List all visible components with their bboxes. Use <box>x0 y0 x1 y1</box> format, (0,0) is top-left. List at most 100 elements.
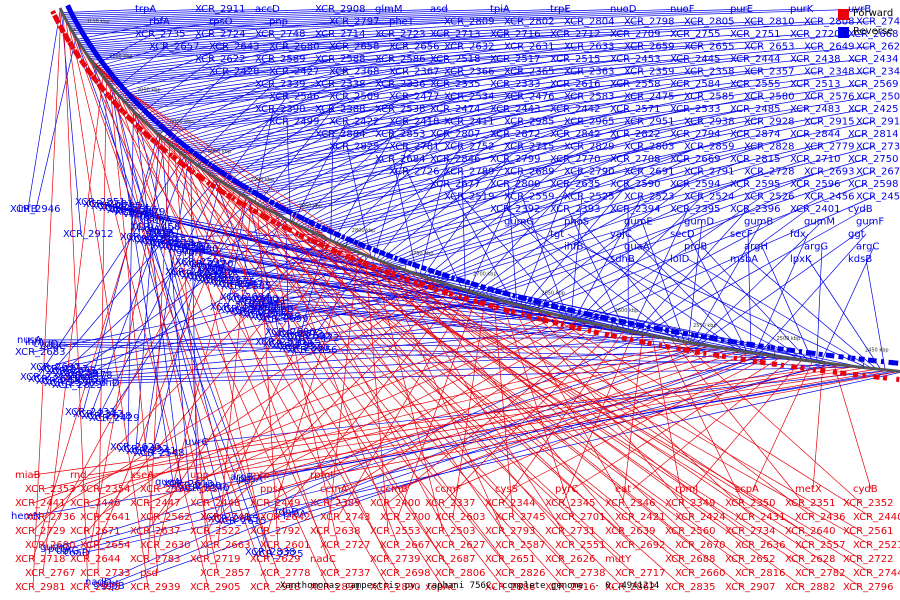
reverse-gene-label: asd <box>430 4 448 15</box>
reverse-gene-label: XCR_2341 <box>126 446 177 457</box>
forward-leader <box>116 92 279 574</box>
forward-gene-label: mtp <box>250 470 270 481</box>
forward-gene <box>896 376 900 382</box>
forward-leader <box>692 359 803 490</box>
forward-gene <box>118 106 126 114</box>
reverse-gene-label: XCR_2618 <box>81 411 132 422</box>
reverse-gene <box>504 290 511 298</box>
reverse-leader <box>437 158 809 282</box>
forward-gene <box>676 345 682 352</box>
forward-leader <box>397 293 478 518</box>
reverse-leader <box>641 246 805 361</box>
reverse-gene-label: XCR_2571 <box>610 104 661 115</box>
forward-leader <box>833 363 872 490</box>
reverse-gene-label: XCR_2472 <box>289 333 340 344</box>
reverse-leader <box>373 146 408 259</box>
reverse-leader <box>507 208 622 330</box>
tick-mark <box>690 337 692 343</box>
forward-gene-label: XCR_2561 <box>843 526 894 537</box>
reverse-leader <box>354 133 867 252</box>
reverse-gene-label: XCR_2333 <box>490 79 541 90</box>
reverse-gene-label: XCR_2951 <box>624 117 675 128</box>
reverse-gene-label: XCR_2340 <box>179 483 230 494</box>
forward-gene <box>336 249 343 256</box>
forward-gene <box>134 122 140 129</box>
forward-leader <box>364 254 389 532</box>
reverse-gene-label: XCR_2388 <box>315 104 366 115</box>
reverse-gene-label: XCR_2726 <box>389 167 440 178</box>
forward-leader <box>96 67 804 588</box>
reverse-gene <box>68 9 74 15</box>
forward-gene <box>170 154 178 162</box>
reverse-gene-label: efp <box>162 230 178 241</box>
reverse-gene <box>96 56 103 62</box>
forward-gene-label: XCR_2888 <box>485 582 536 593</box>
reverse-leader <box>143 158 190 452</box>
reverse-leader <box>393 146 823 267</box>
forward-gene <box>560 321 565 328</box>
forward-leader <box>123 101 399 574</box>
reverse-gene-label: XCR_2780 <box>242 310 293 321</box>
reverse-gene-label: XCR_2423 <box>165 267 216 278</box>
reverse-gene-label: XCR_2599 <box>175 257 226 268</box>
forward-gene <box>104 91 111 98</box>
forward-gene <box>664 343 671 350</box>
forward-gene-label: XCR_2352 <box>843 498 894 509</box>
reverse-gene-label: virB11 <box>123 209 155 220</box>
forward-gene-label: XCR_2717 <box>615 568 666 579</box>
reverse-leader <box>300 121 523 227</box>
reverse-leader <box>90 157 188 415</box>
forward-gene <box>194 172 203 180</box>
reverse-gene-label: XCR_2874 <box>730 129 781 140</box>
reverse-gene <box>314 222 322 230</box>
forward-gene-label: XCR_2654 <box>80 540 131 551</box>
forward-gene <box>330 247 338 255</box>
reverse-gene-label: XCR_2696 <box>152 240 203 251</box>
reverse-leader <box>581 221 681 342</box>
reverse-leader <box>128 46 763 107</box>
forward-leader <box>120 97 339 574</box>
reverse-gene-label: XCR_2845 <box>136 236 187 247</box>
reverse-gene <box>340 234 346 240</box>
reverse-gene <box>586 311 594 318</box>
forward-gene <box>62 32 69 39</box>
reverse-leader <box>90 21 875 61</box>
forward-leader <box>217 347 721 490</box>
reverse-gene <box>450 274 456 281</box>
reverse-leader <box>428 158 629 279</box>
forward-leader <box>267 249 352 532</box>
reverse-leader <box>179 71 763 152</box>
forward-gene <box>576 325 582 332</box>
forward-gene <box>647 340 652 347</box>
forward-gene-label: cysS <box>495 484 518 495</box>
forward-leader <box>87 240 332 532</box>
forward-gene <box>275 220 281 227</box>
tick-label: 2600 kbp <box>615 308 639 314</box>
reverse-gene <box>232 178 239 185</box>
forward-gene <box>441 288 449 296</box>
forward-gene-label: XCR_2353 <box>25 484 76 495</box>
reverse-gene <box>766 344 771 350</box>
reverse-gene <box>179 140 186 148</box>
forward-gene-label: mutY <box>605 554 632 565</box>
forward-gene <box>712 352 720 359</box>
forward-leader <box>298 225 694 546</box>
reverse-gene-label: XCR_2357 <box>744 67 795 78</box>
reverse-gene <box>387 252 394 260</box>
reverse-leader <box>346 146 372 258</box>
forward-leader <box>452 353 761 490</box>
reverse-gene-label: uvrC <box>185 437 208 448</box>
forward-gene-label: XCR_2918 <box>250 582 301 593</box>
forward-leader <box>661 337 744 504</box>
forward-gene-label: XCR_2448 <box>190 498 241 509</box>
reverse-gene-label: XCR_2781 <box>389 142 440 153</box>
reverse-gene-label: XCR_2709 <box>610 29 661 40</box>
reverse-leader <box>99 33 394 73</box>
reverse-leader <box>295 121 408 225</box>
reverse-gene-label: trpA <box>135 4 156 15</box>
reverse-gene-label: rpsA <box>139 213 162 224</box>
reverse-gene-label: trpB <box>244 298 265 309</box>
reverse-gene-label: XCR_2635 <box>550 179 601 190</box>
reverse-gene <box>527 297 533 303</box>
